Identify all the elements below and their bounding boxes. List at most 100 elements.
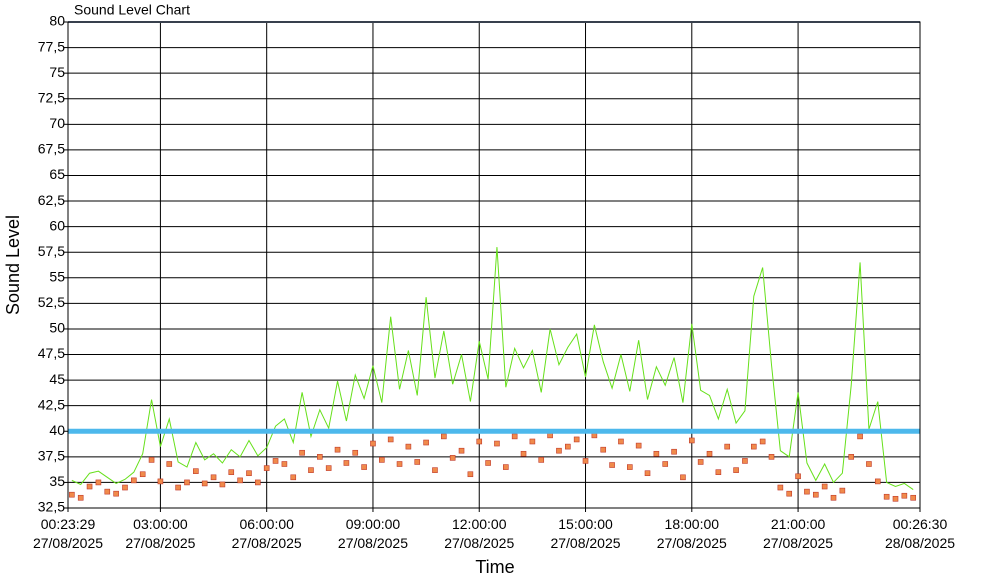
point-marker — [494, 440, 500, 447]
y-tick-label: 37,5 — [38, 448, 65, 464]
point-marker — [281, 461, 288, 467]
point-marker — [325, 465, 332, 471]
point-marker — [910, 494, 917, 501]
point-marker — [370, 440, 376, 447]
point-marker — [750, 443, 757, 450]
point-marker — [715, 469, 722, 475]
point-marker — [414, 459, 421, 465]
y-tick-label: 72,5 — [38, 89, 65, 105]
point-marker — [175, 484, 181, 491]
point-marker — [724, 443, 731, 450]
x-tick-label: 00:26:30 28/08/2025 — [884, 516, 956, 551]
point-marker — [210, 474, 217, 481]
point-marker — [379, 457, 385, 463]
point-marker — [866, 461, 872, 467]
y-tick-label: 45 — [49, 371, 65, 387]
point-marker — [680, 474, 686, 481]
point-marker — [653, 450, 660, 457]
y-tick-label: 62,5 — [38, 192, 65, 208]
y-tick-label: 57,5 — [38, 243, 65, 259]
point-marker — [458, 447, 465, 454]
point-marker — [795, 473, 801, 480]
point-marker — [201, 480, 208, 487]
point-marker — [352, 449, 359, 456]
y-tick-label: 67,5 — [38, 141, 65, 157]
y-tick-label: 55 — [49, 268, 65, 284]
point-marker — [600, 446, 607, 453]
point-marker — [618, 438, 624, 445]
y-tick-label: 52,5 — [38, 294, 65, 310]
y-tick-label: 40 — [49, 422, 65, 438]
y-axis-label: Sound Level — [3, 215, 23, 315]
point-marker — [166, 461, 173, 467]
point-marker — [193, 468, 199, 474]
point-marker — [263, 465, 270, 471]
y-tick-label: 35 — [49, 473, 65, 489]
point-marker — [299, 449, 305, 456]
point-marker — [467, 471, 474, 478]
point-marker — [520, 450, 527, 457]
point-marker — [821, 483, 828, 490]
point-marker — [662, 461, 669, 467]
point-marker — [228, 469, 235, 475]
y-tick-label: 80 — [49, 13, 65, 29]
x-tick-label: 06:00:00 27/08/2025 — [231, 516, 302, 551]
point-marker — [671, 448, 677, 455]
point-marker — [272, 458, 279, 464]
point-marker — [804, 488, 810, 495]
point-marker — [95, 479, 102, 486]
point-marker — [582, 458, 589, 464]
point-marker — [405, 443, 412, 450]
point-marker — [538, 457, 545, 463]
point-marker — [857, 433, 863, 440]
point-marker — [848, 454, 855, 460]
point-marker — [343, 460, 350, 466]
point-marker — [839, 487, 846, 494]
point-marker — [573, 436, 580, 443]
y-tick-label: 42,5 — [38, 396, 65, 412]
point-marker — [255, 479, 261, 486]
x-tick-label: 00:23:29 27/08/2025 — [32, 516, 104, 551]
point-marker — [387, 436, 394, 443]
point-marker — [77, 494, 84, 501]
point-marker — [786, 490, 793, 497]
point-marker — [104, 488, 111, 495]
point-marker — [139, 471, 146, 478]
point-marker — [308, 467, 314, 473]
point-marker — [441, 433, 447, 440]
point-marker — [432, 467, 438, 473]
point-marker — [131, 477, 137, 484]
point-marker — [874, 478, 881, 485]
point-marker — [777, 484, 784, 491]
point-marker — [697, 459, 704, 465]
y-tick-label: 32,5 — [38, 499, 65, 515]
point-marker — [157, 478, 164, 485]
y-tick-label: 70 — [49, 115, 65, 131]
x-tick-label: 15:00:00 27/08/2025 — [550, 516, 621, 551]
point-marker — [503, 464, 509, 470]
y-tick-label: 50 — [49, 320, 65, 336]
point-marker — [529, 438, 536, 445]
x-tick-label: 21:00:00 27/08/2025 — [763, 516, 834, 551]
point-marker — [644, 470, 651, 477]
point-marker — [627, 464, 633, 470]
plot-frame — [67, 21, 921, 509]
point-marker — [86, 483, 93, 490]
point-marker — [565, 443, 571, 450]
point-marker — [396, 461, 403, 467]
point-marker — [219, 481, 226, 488]
y-tick-label: 65 — [49, 166, 65, 182]
y-tick-label: 77,5 — [38, 38, 65, 54]
y-tick-label: 75 — [49, 64, 65, 80]
point-marker — [148, 457, 155, 463]
point-marker — [759, 438, 766, 445]
point-marker — [361, 464, 367, 470]
point-marker — [290, 474, 297, 481]
series-line — [71, 247, 914, 490]
point-marker — [830, 494, 837, 501]
point-marker — [237, 477, 243, 484]
point-marker — [317, 454, 323, 460]
chart-title: Sound Level Chart — [74, 2, 190, 18]
point-marker — [334, 446, 341, 453]
